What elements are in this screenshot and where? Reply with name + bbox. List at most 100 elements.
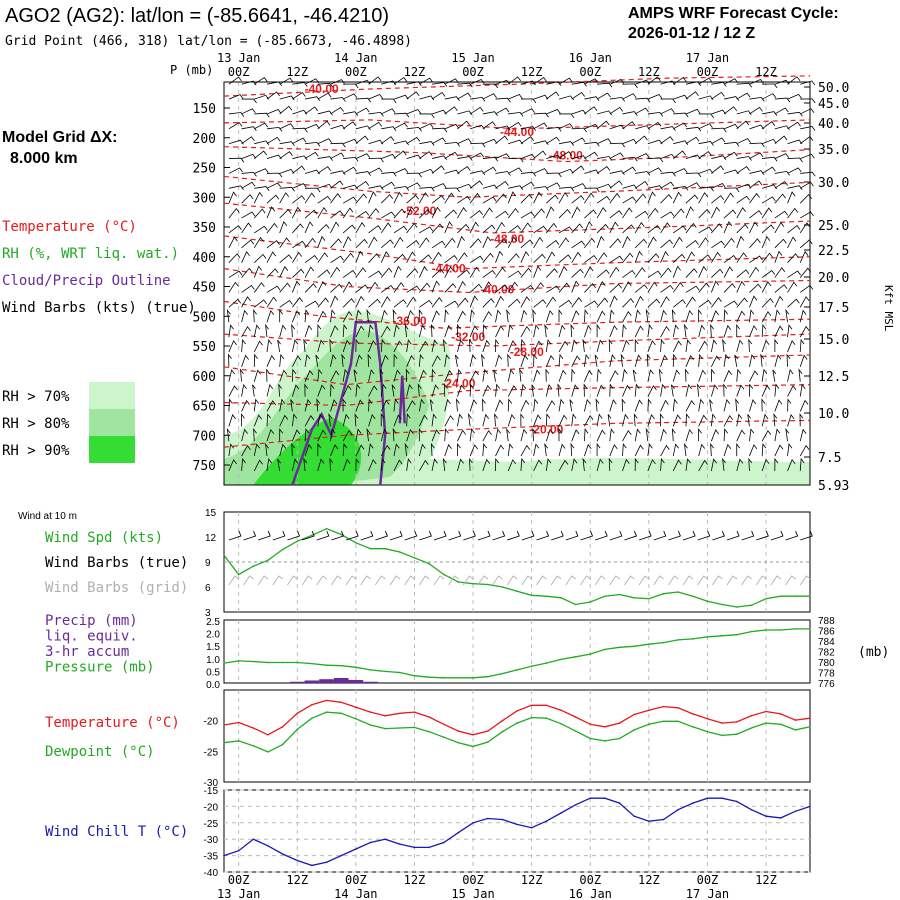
wind-barb [330,370,340,382]
wind-speed-line-point [633,597,635,599]
wind-barb [698,443,706,457]
wind-barb [418,308,423,323]
wind-barb [366,308,371,323]
wind-barb [635,97,651,103]
wind-barb [343,156,359,162]
pressure-tick: 350 [193,221,216,236]
wind-barb [291,368,297,382]
wind-barb [278,383,283,397]
wind-barb [749,444,758,457]
wind-barb [507,459,517,472]
wind-barb [634,399,643,412]
pressure-tick: 700 [193,429,216,444]
wind-barb [571,91,586,100]
wind-barb [393,236,404,249]
windchill-line-point [706,797,709,799]
wind-barb [774,125,790,131]
wind-barb [673,140,689,146]
wind-barb [241,222,252,234]
wind-barb [241,284,255,293]
wind-barb [266,339,273,353]
wind-barb [266,285,281,293]
wind-barb [569,399,574,412]
bottom-time-tick: 00Z [345,873,367,887]
wind-barb [799,354,808,367]
wind-barb [787,369,794,382]
wind-barb [596,138,612,145]
pressure-line-point [765,629,767,631]
wind-barb [799,222,811,234]
wind-barb [228,443,234,457]
wind-barb [584,123,599,130]
wind-barb [381,153,396,159]
temp-label: Dewpoint (°C) [45,744,155,760]
wind-barb [368,185,384,191]
wind-barb [444,96,460,101]
wind-barb [533,94,549,100]
wind-barb [799,193,812,204]
wind-barb [368,207,380,219]
wind-barb [431,165,445,174]
wind-barb [571,280,580,293]
wind-barb [520,126,537,131]
wind-barb [241,399,250,412]
wind-barb [482,83,499,89]
wind-barb [698,459,708,472]
pressure-line-point [736,633,738,636]
wind-barb [317,110,333,116]
windchill-line-point [765,815,767,817]
wind-barb [711,268,724,278]
wind-barb [253,208,266,219]
time-axes: 00Z00Z12Z12Z00Z00Z12Z12Z00Z00Z12Z12Z00Z0… [217,51,777,900]
wind-barb [419,113,435,119]
wind-barb [457,92,472,100]
wind-barb [672,208,685,219]
wind-barb [710,310,720,323]
wind-barb [685,222,697,234]
wind-barb [532,427,537,442]
wind-barb [279,299,293,308]
wind-barb [495,383,501,397]
wind-barb [495,238,508,249]
pressure-line-point [574,656,577,658]
top-time-tick: 00Z [697,65,719,79]
wind-barb [405,368,410,382]
wind-barb [596,458,604,472]
wind-barb [545,428,554,442]
windchill-line-point [428,846,430,849]
wind-barb [546,285,560,293]
wind-barb [444,106,458,115]
wind-barb [228,207,240,219]
wind-barb [470,142,486,148]
wind-barb [469,444,479,457]
wind-barb [558,141,575,146]
wind-barb [774,284,788,293]
top-time-tick: 12Z [755,65,777,79]
surface-barb [536,530,550,541]
temperature-label: -40.00 [305,82,339,96]
wind-barb [469,399,478,412]
wind-barb [444,255,458,264]
wind-speed-line-point [267,559,269,562]
wind-barb [620,353,625,367]
wind-barb [393,443,400,457]
top-time-tick: 12Z [521,65,543,79]
temperature-label: -20.00 [529,422,563,436]
rh-box-label: RH > 90% [2,443,70,459]
wind-barb [647,340,656,353]
temperature-line-point [369,711,372,713]
temperature-line-point [472,734,474,736]
wind-barb [355,125,371,131]
grid-barb [624,575,635,586]
grid-barb [594,575,606,586]
wind-barb [368,191,377,204]
wind-barb [533,398,539,412]
wind-barb [457,120,471,130]
temperature-line-point [457,730,460,732]
wind-barb [393,77,408,85]
wind-barb [711,240,725,249]
wind-barb [431,368,436,382]
wind-barb [292,137,307,145]
wind-barb [672,443,679,457]
wind-barb [482,166,497,174]
